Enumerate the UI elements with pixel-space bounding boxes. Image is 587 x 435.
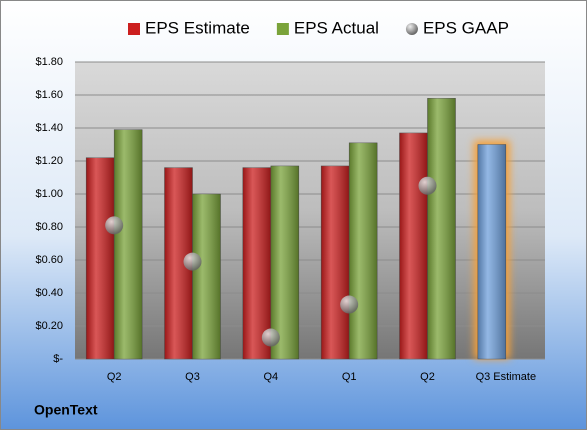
x-tick-label: Q3 Estimate xyxy=(476,371,537,383)
plot-area xyxy=(75,62,545,359)
bar-shine xyxy=(427,98,456,360)
y-tick-label: $0.80 xyxy=(35,221,63,233)
y-tick-label: $1.80 xyxy=(35,56,63,68)
y-tick-label: $0.20 xyxy=(35,320,63,332)
bar-shine xyxy=(192,194,221,359)
x-tick-label: Q1 xyxy=(342,371,357,383)
y-tick-label: $1.60 xyxy=(35,89,63,101)
y-tick-label: $- xyxy=(53,353,63,365)
legend-label: EPS Actual xyxy=(294,18,379,37)
gaap-marker xyxy=(261,328,280,347)
legend-marker xyxy=(128,23,140,35)
legend-label: EPS GAAP xyxy=(423,18,509,37)
legend-marker xyxy=(276,23,289,35)
y-tick-label: $0.60 xyxy=(35,254,63,266)
legend-label: EPS Estimate xyxy=(145,18,250,37)
gaap-marker xyxy=(340,295,359,314)
bar-shine xyxy=(321,165,350,359)
gaap-marker xyxy=(105,216,124,235)
company-label: OpenText xyxy=(34,402,98,418)
gaap-marker xyxy=(418,176,437,195)
gaap-marker xyxy=(183,252,202,271)
bar-shine xyxy=(242,167,271,359)
x-tick-label: Q3 xyxy=(185,371,200,383)
bar-shine xyxy=(114,129,143,359)
y-tick-label: $0.40 xyxy=(35,287,63,299)
legend-marker xyxy=(405,23,418,35)
bar-shine xyxy=(399,132,428,359)
y-tick-label: $1.00 xyxy=(35,188,63,200)
x-tick-label: Q2 xyxy=(107,371,122,383)
x-tick-label: Q2 xyxy=(420,371,435,383)
bar-shine xyxy=(477,144,506,359)
bar-shine xyxy=(270,165,299,359)
y-tick-label: $1.20 xyxy=(35,155,63,167)
x-tick-label: Q4 xyxy=(263,371,278,383)
y-tick-label: $1.40 xyxy=(35,122,63,134)
bar-shine xyxy=(349,142,378,359)
bar-shine xyxy=(86,157,115,359)
